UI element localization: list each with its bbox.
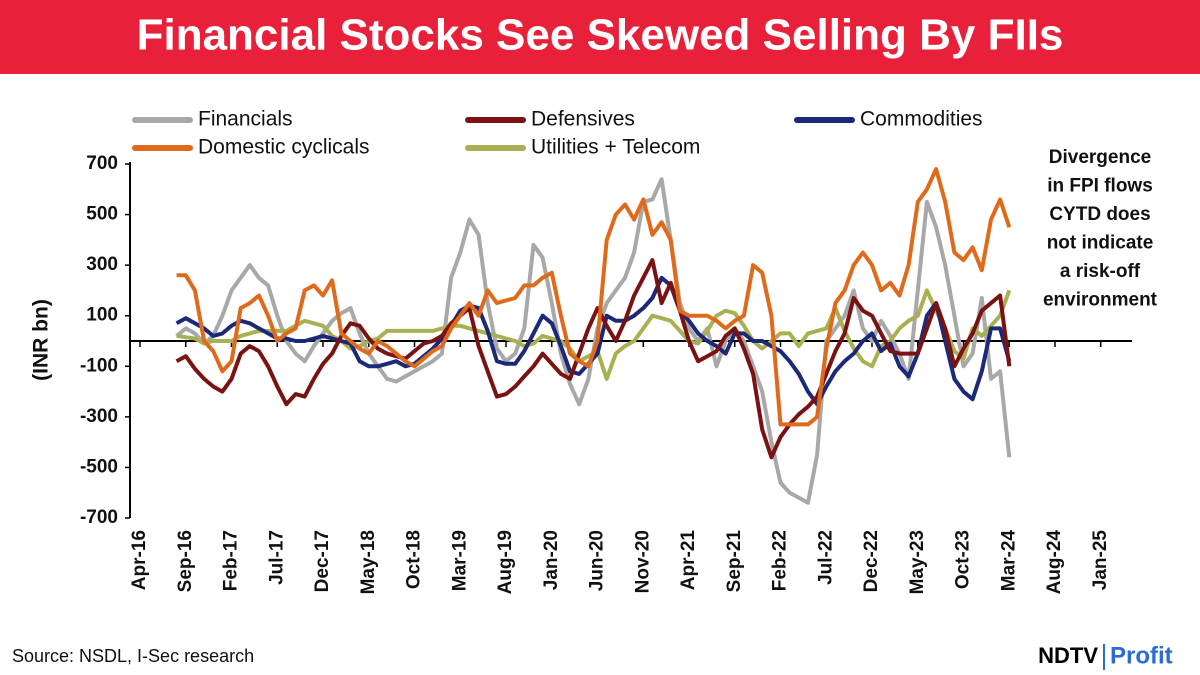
x-tick-label: May-18 (358, 530, 379, 594)
annotation: in FPI flows (1047, 176, 1153, 197)
title-banner (0, 0, 1200, 74)
x-tick-label: Sep-21 (724, 530, 745, 593)
x-tick-label: Mar-24 (998, 530, 1019, 592)
x-tick-label: Oct-18 (404, 530, 425, 589)
series-line (176, 167, 1012, 427)
annotation: a risk-off (1060, 261, 1141, 282)
series-line (175, 258, 1012, 460)
legend-label: Domestic cyclicals (198, 136, 370, 159)
x-tick-label: Aug-24 (1044, 530, 1065, 595)
x-tick-label: Jul-17 (266, 530, 287, 585)
y-tick-label: 500 (86, 204, 118, 225)
x-tick-label: Feb-17 (221, 530, 242, 591)
x-tick-label: Mar-19 (449, 530, 470, 591)
x-tick-label: Sep-16 (175, 530, 196, 592)
x-tick-label: Jul-22 (815, 530, 836, 585)
x-tick-label: Nov-20 (632, 530, 653, 593)
legend-label: Commodities (860, 108, 983, 131)
x-tick-label: Aug-19 (495, 530, 516, 594)
y-tick-label: -700 (80, 507, 118, 528)
chart-title: Financial Stocks See Skewed Selling By F… (137, 11, 1064, 60)
y-tick-label: -500 (80, 456, 118, 477)
annotation: not indicate (1047, 233, 1154, 254)
legend-label: Utilities + Telecom (531, 136, 700, 159)
x-tick-label: Jan-25 (1090, 530, 1111, 591)
y-tick-label: 100 (86, 305, 118, 326)
brand-name: NDTV (1038, 643, 1098, 668)
annotation: Divergence (1049, 147, 1151, 168)
brand-product: Profit (1110, 642, 1173, 669)
x-tick-label: Jun-20 (587, 530, 608, 591)
x-tick-label: Jan-20 (541, 530, 562, 590)
annotation: environment (1043, 290, 1158, 311)
x-tick-label: Feb-22 (770, 530, 791, 591)
annotation: CYTD does (1049, 204, 1150, 225)
y-tick-label: -100 (80, 355, 118, 376)
x-tick-label: Dec-22 (861, 530, 882, 592)
source: Source: NSDL, I-Sec research (12, 646, 254, 666)
x-tick-label: May-23 (907, 530, 928, 594)
legend-label: Defensives (531, 108, 635, 131)
y-tick-label: 700 (86, 153, 118, 174)
x-tick-label: Apr-16 (129, 530, 150, 590)
y-tick-label: 300 (86, 254, 118, 275)
x-tick-label: Oct-23 (953, 530, 974, 589)
legend-label: Financials (198, 108, 293, 131)
y-axis-label: (INR bn) (30, 299, 53, 381)
x-tick-label: Apr-21 (678, 530, 699, 591)
x-tick-label: Dec-17 (312, 530, 333, 592)
y-tick-label: -300 (80, 406, 118, 427)
